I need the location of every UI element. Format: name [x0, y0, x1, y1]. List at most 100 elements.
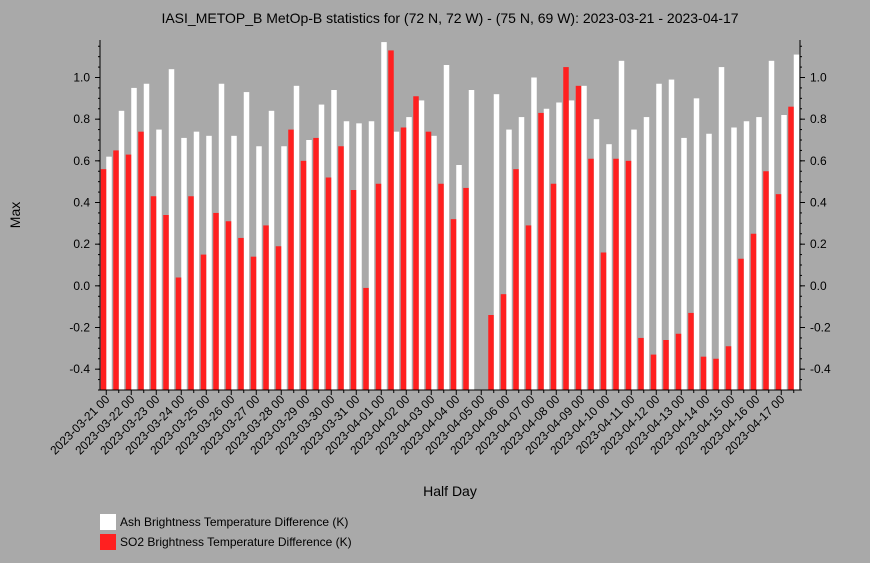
so2-bar-13: [263, 225, 269, 390]
bars-layer: [100, 42, 800, 391]
ash-bar-16: [306, 140, 312, 390]
ash-bar-10: [231, 135, 237, 390]
so2-bar-9: [213, 212, 219, 390]
y-tick-label-left: 0.8: [73, 112, 90, 126]
so2-bar-18: [325, 177, 332, 390]
ash-bar-2: [131, 87, 137, 391]
so2-bar-51: [738, 258, 744, 390]
ash-bar-19: [343, 121, 350, 390]
ash-bar-27: [443, 65, 450, 390]
ash-bar-18: [331, 90, 337, 390]
ash-bar-41: [618, 60, 625, 390]
y-tick-label-left: 0.2: [73, 237, 90, 251]
so2-bar-23: [388, 50, 394, 391]
ash-bar-5: [168, 69, 175, 391]
ash-bar-12: [256, 146, 262, 390]
y-tick-label-left: 0.0: [73, 279, 90, 293]
y-tick-label-left: 0.6: [73, 154, 90, 168]
so2-bar-2: [125, 154, 132, 390]
so2-bar-1: [113, 150, 119, 390]
y-tick-label-right: 0.4: [810, 196, 827, 210]
so2-bar-7: [188, 196, 194, 390]
y-tick-label-right: 0.8: [810, 112, 827, 126]
ash-bar-46: [681, 137, 687, 390]
ash-bar-44: [656, 83, 662, 390]
ash-bar-13: [268, 110, 275, 390]
ash-bar-35: [543, 108, 550, 390]
so2-bar-32: [500, 294, 507, 390]
so2-bar-38: [575, 85, 582, 390]
ash-bar-39: [593, 119, 600, 391]
so2-bar-15: [288, 129, 294, 390]
ash-bar-42: [631, 129, 637, 390]
so2-bar-19: [338, 146, 344, 390]
so2-bar-41: [613, 158, 619, 390]
so2-bar-37: [563, 67, 569, 390]
so2-bar-8: [200, 254, 207, 390]
so2-bar-34: [525, 225, 532, 390]
ash-bar-53: [768, 60, 775, 390]
so2-bar-24: [400, 127, 407, 390]
y-tick-label-left: 0.4: [73, 196, 90, 210]
ash-bar-4: [156, 129, 162, 390]
ash-bar-22: [381, 42, 387, 390]
so2-bar-49: [713, 358, 719, 390]
ash-bar-47: [693, 98, 700, 390]
ash-bar-3: [143, 83, 150, 390]
ash-bar-1: [118, 110, 125, 390]
so2-bar-27: [438, 183, 444, 390]
ash-bar-38: [581, 85, 587, 390]
so2-bar-11: [238, 237, 244, 390]
ash-bar-23: [393, 131, 400, 391]
so2-bar-31: [488, 315, 494, 390]
ash-bar-50: [731, 127, 737, 390]
so2-bar-47: [688, 312, 694, 390]
ash-bar-31: [493, 94, 500, 391]
y-tick-label-right: 1.0: [810, 71, 827, 85]
ash-bar-37: [568, 100, 575, 391]
so2-bar-25: [413, 96, 419, 390]
ash-bar-25: [418, 100, 425, 391]
ash-bar-29: [468, 90, 475, 390]
legend-swatch-ash: [100, 514, 116, 530]
y-axis-label: Max: [7, 202, 23, 228]
ash-bar-14: [281, 146, 287, 390]
so2-bar-22: [375, 183, 382, 390]
ash-bar-51: [743, 121, 750, 390]
ash-bar-8: [206, 135, 212, 390]
so2-bar-3: [138, 131, 144, 391]
legend-label-so2: SO2 Brightness Temperature Difference (K…: [120, 535, 352, 549]
ash-bar-43: [643, 117, 650, 390]
so2-bar-12: [250, 256, 257, 390]
ash-bar-15: [293, 85, 300, 390]
y-tick-label-right: -0.2: [810, 321, 831, 335]
legend-swatch-so2: [100, 534, 116, 550]
ash-bar-24: [406, 117, 412, 390]
ash-bar-40: [606, 144, 612, 390]
ash-bar-6: [181, 137, 187, 390]
so2-bar-21: [363, 287, 369, 390]
so2-bar-55: [788, 106, 794, 391]
x-axis-label: Half Day: [423, 483, 477, 499]
y-tick-label-left: 1.0: [73, 71, 90, 85]
ash-bar-54: [781, 115, 787, 390]
ash-bar-17: [318, 104, 325, 390]
so2-bar-46: [675, 333, 682, 390]
ash-bar-45: [668, 79, 675, 390]
axes-layer: -0.4 -0.4 -0.2 -0.2 0.0 0.0 0.2 0.2 0.4 0.4 0.6 0.6…: [47, 40, 831, 457]
ash-bar-21: [368, 121, 375, 390]
ash-bar-33: [518, 117, 525, 390]
ash-bar-11: [243, 92, 250, 390]
so2-bar-26: [425, 131, 432, 391]
so2-bar-4: [150, 196, 157, 390]
so2-bar-10: [225, 221, 232, 390]
y-tick-label-right: 0.0: [810, 279, 827, 293]
so2-bar-39: [588, 158, 594, 390]
so2-bar-33: [513, 169, 519, 390]
ash-bar-9: [218, 83, 225, 390]
ash-bar-28: [456, 165, 462, 390]
so2-bar-6: [175, 277, 182, 390]
so2-bar-42: [625, 160, 632, 390]
ash-bar-32: [506, 129, 512, 390]
